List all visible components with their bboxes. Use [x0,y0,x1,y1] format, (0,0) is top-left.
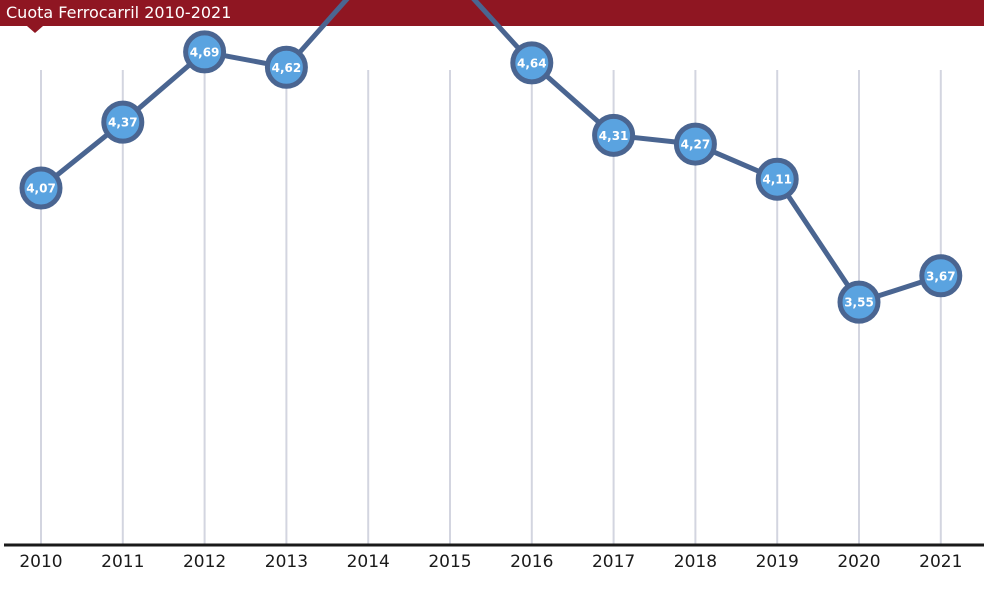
data-point-2013 [264,45,308,89]
data-label-2012: 4,69 [190,45,220,59]
x-tick-label-2020: 2020 [837,552,880,572]
data-point-2016 [510,41,554,85]
header-notch [27,26,43,33]
x-tick-label-2010: 2010 [19,552,62,572]
data-label-2016: 4,64 [517,56,547,70]
data-point-2018 [673,122,717,166]
data-label-2017: 4,31 [599,129,629,143]
x-tick-label-2019: 2019 [756,552,799,572]
data-point-2010 [19,166,63,210]
data-point-2011 [101,100,145,144]
x-tick-label-2021: 2021 [919,552,962,572]
x-tick-label-2014: 2014 [347,552,390,572]
data-point-2021 [919,254,963,298]
x-tick-label-2016: 2016 [510,552,553,572]
data-label-2021: 3,67 [926,269,956,283]
x-tick-label-2012: 2012 [183,552,226,572]
data-label-2019: 4,11 [762,173,792,187]
series-line [38,0,944,305]
data-label-2020: 3,55 [844,296,874,310]
data-point-2017 [592,113,636,157]
data-point-2012 [183,30,227,74]
data-point-2019 [755,157,799,201]
x-tick-label-2011: 2011 [101,552,144,572]
chart-title: Cuota Ferrocarril 2010-2021 [6,3,232,22]
x-tick-label-2013: 2013 [265,552,308,572]
data-label-2011: 4,37 [108,116,138,130]
x-tick-label-2018: 2018 [674,552,717,572]
data-label-2018: 4,27 [681,138,711,152]
data-label-2010: 4,07 [26,182,56,196]
data-point-2020 [837,280,881,324]
data-label-2013: 4,62 [272,61,302,75]
x-tick-label-2017: 2017 [592,552,635,572]
x-tick-label-2015: 2015 [428,552,471,572]
